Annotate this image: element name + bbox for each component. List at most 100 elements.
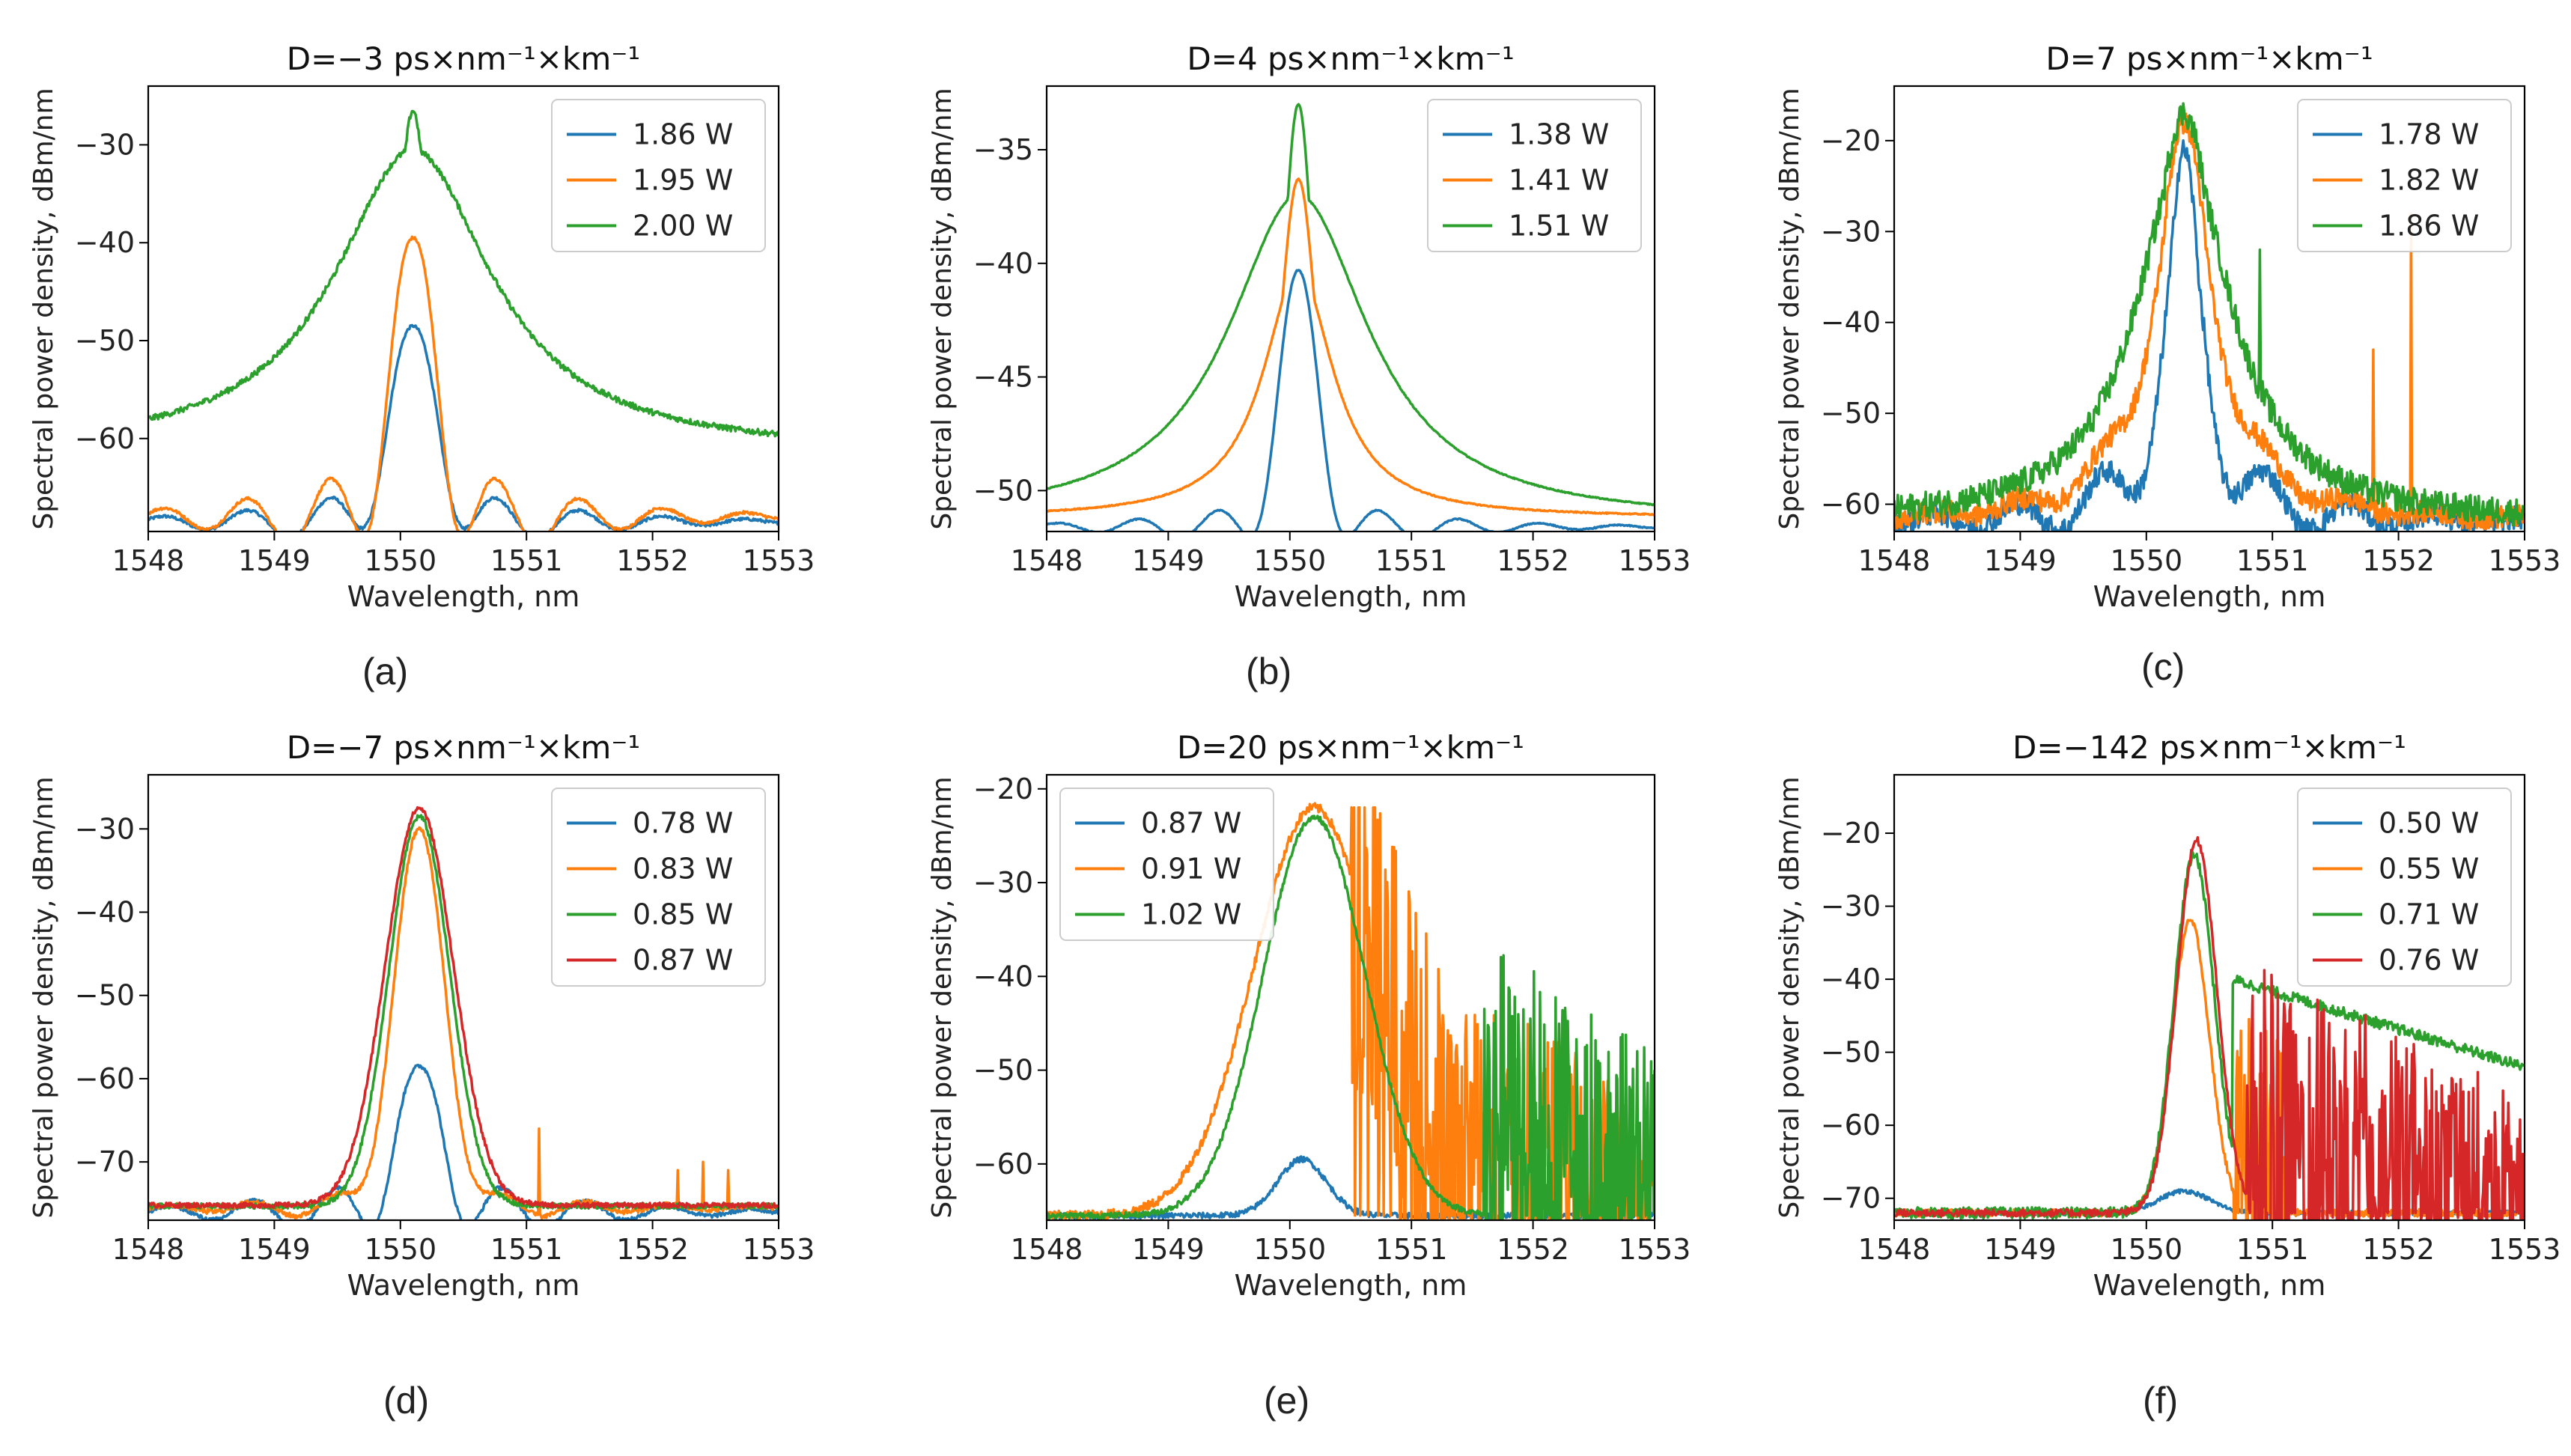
panel-label-c: (c) (2141, 646, 2185, 688)
x-tick-label: 1548 (1011, 1233, 1083, 1266)
panel-label-d: (d) (383, 1380, 430, 1422)
legend-box (1059, 788, 1274, 941)
chart-title: D=−3 ps×nm⁻¹×km⁻¹ (287, 40, 641, 77)
legend: 0.78 W 0.83 W 0.85 W 0.87 W (551, 788, 766, 987)
legend-label: 0.55 W (2379, 853, 2479, 886)
x-tick-label: 1549 (1132, 544, 1205, 577)
x-tick-label: 1550 (1253, 544, 1326, 577)
y-tick-label: −60 (973, 1148, 1033, 1181)
series-line-3 (1047, 103, 1655, 507)
y-tick-label: −60 (75, 1062, 135, 1095)
y-tick-label: −40 (1821, 306, 1881, 339)
axes-frame (1893, 773, 2526, 1222)
axes-frame (147, 773, 780, 1222)
x-tick-label: 1553 (1619, 544, 1691, 577)
legend-label: 1.86 W (2379, 210, 2479, 243)
series-line-3 (1894, 850, 2525, 1220)
chart-e: 1548 1549 1550 1551 1552 1553 −60 −50 −40 −30 −20 W… (927, 729, 1691, 1302)
y-axis-label: Spectral power density, dBm/nm (927, 776, 958, 1218)
x-axis-label: Wavelength, nm (2093, 580, 2326, 613)
y-tick-label: −40 (973, 247, 1033, 280)
y-tick-label: −30 (75, 812, 135, 845)
x-tick-label: 1552 (616, 1233, 689, 1266)
y-tick-label: −30 (973, 866, 1033, 899)
x-tick-label: 1552 (2362, 1233, 2435, 1266)
legend: 1.78 W 1.82 W 1.86 W (2297, 99, 2512, 252)
x-tick-label: 1549 (1984, 544, 2057, 577)
legend-box (2297, 788, 2512, 987)
x-tick-label: 1551 (2236, 1233, 2309, 1266)
panel-label-e: (e) (1264, 1380, 1310, 1422)
y-tick-label: −50 (973, 474, 1033, 507)
axes-frame (147, 85, 780, 533)
x-tick-label: 1548 (1858, 544, 1931, 577)
y-axis-label: Spectral power density, dBm/nm (28, 88, 59, 529)
chart-b: 1548 1549 1550 1551 1552 1553 −50 −45 −40 −35 Wave… (927, 40, 1691, 613)
legend-label: 0.85 W (633, 898, 733, 931)
plot-lines (148, 805, 779, 1220)
legend-label: 0.78 W (633, 807, 733, 840)
legend: 0.87 W 0.91 W 1.02 W (1059, 788, 1274, 941)
x-tick-label: 1552 (616, 544, 689, 577)
legend: 1.38 W 1.41 W 1.51 W (1427, 99, 1642, 252)
y-tick-label: −70 (75, 1145, 135, 1178)
x-tick-label: 1553 (743, 544, 815, 577)
series-line-2 (1047, 802, 1655, 1220)
x-tick-label: 1548 (112, 544, 185, 577)
series-line-2 (148, 235, 779, 531)
plot-lines (1047, 103, 1655, 531)
y-tick-label: −50 (1821, 1036, 1881, 1069)
x-tick-label: 1553 (743, 1233, 815, 1266)
series-line-4 (148, 805, 779, 1210)
legend: 1.86 W 1.95 W 2.00 W (551, 99, 766, 252)
legend-label: 2.00 W (633, 210, 733, 243)
series-line-1 (1047, 269, 1655, 531)
y-tick-label: −30 (1821, 890, 1881, 923)
y-tick-label: −45 (973, 361, 1033, 394)
legend-box (1427, 99, 1642, 252)
y-tick-label: −20 (973, 773, 1033, 805)
series-line-3 (148, 109, 779, 438)
series-line-1 (148, 323, 779, 531)
x-axis-label: Wavelength, nm (1235, 580, 1467, 613)
plot-lines (1047, 802, 1655, 1220)
plot-lines (1894, 835, 2525, 1220)
legend-box (2297, 99, 2512, 252)
x-tick-label: 1553 (2489, 1233, 2561, 1266)
y-tick-label: −60 (1821, 488, 1881, 521)
x-tick-label: 1553 (2489, 544, 2561, 577)
series-line-2 (1047, 177, 1655, 517)
y-tick-label: −35 (973, 133, 1033, 166)
y-axis-label: Spectral power density, dBm/nm (927, 88, 958, 529)
series-line-3 (1894, 102, 2525, 527)
legend-label: 0.76 W (2379, 944, 2479, 977)
x-tick-label: 1549 (238, 544, 311, 577)
x-tick-label: 1551 (1375, 544, 1448, 577)
legend-box (551, 99, 766, 252)
series-line-4 (1894, 835, 2525, 1220)
legend-label: 1.02 W (1141, 898, 1241, 931)
axes-frame (1045, 773, 1656, 1222)
chart-title: D=20 ps×nm⁻¹×km⁻¹ (1177, 729, 1524, 766)
chart-c: 1548 1549 1550 1551 1552 1553 −60 −50 −40 −30 −20 W… (1774, 40, 2561, 613)
legend-box (551, 788, 766, 987)
y-tick-label: −20 (1821, 817, 1881, 850)
legend-label: 0.83 W (633, 853, 733, 886)
x-tick-label: 1552 (1497, 1233, 1569, 1266)
x-axis-label: Wavelength, nm (1235, 1269, 1467, 1302)
chart-a: 1548 1549 1550 1551 1552 1553 −60 −50 −40 −30 Wave… (28, 40, 815, 613)
y-tick-label: −50 (1821, 397, 1881, 430)
y-tick-label: −40 (973, 960, 1033, 993)
x-tick-label: 1548 (112, 1233, 185, 1266)
x-tick-label: 1548 (1858, 1233, 1931, 1266)
legend-label: 0.87 W (633, 944, 733, 977)
x-tick-label: 1550 (2110, 544, 2182, 577)
y-tick-label: −20 (1821, 124, 1881, 157)
x-tick-label: 1550 (364, 544, 436, 577)
plot-lines (1894, 102, 2525, 531)
panel-label-f: (f) (2143, 1380, 2179, 1422)
x-axis-label: Wavelength, nm (347, 1269, 580, 1302)
y-tick-label: −50 (75, 324, 135, 357)
legend-label: 1.41 W (1509, 164, 1609, 197)
y-tick-label: −50 (973, 1054, 1033, 1087)
